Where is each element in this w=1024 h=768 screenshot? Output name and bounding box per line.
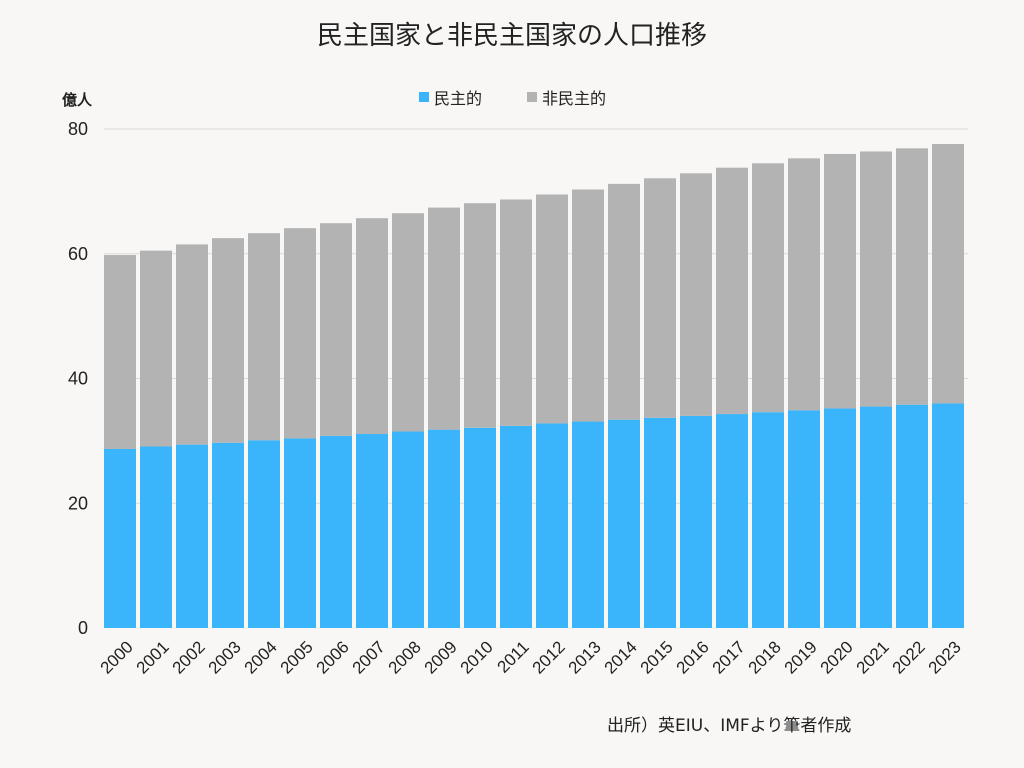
bar-nondemocratic bbox=[860, 151, 892, 407]
x-tick-label: 2012 bbox=[529, 637, 569, 677]
bar-democratic bbox=[392, 431, 424, 628]
bar-democratic bbox=[536, 423, 568, 628]
x-tick-label: 2020 bbox=[817, 637, 857, 677]
bar-nondemocratic bbox=[104, 254, 136, 449]
bar-nondemocratic bbox=[572, 189, 604, 422]
legend-swatch-democratic bbox=[419, 92, 429, 102]
bar-nondemocratic bbox=[500, 199, 532, 426]
x-tick-label: 2005 bbox=[277, 637, 317, 677]
bar-nondemocratic bbox=[788, 158, 820, 411]
y-tick-label: 80 bbox=[68, 119, 88, 139]
x-tick-label: 2008 bbox=[385, 637, 425, 677]
x-tick-label: 2018 bbox=[745, 637, 785, 677]
bar-democratic bbox=[320, 435, 352, 628]
bar-nondemocratic bbox=[608, 183, 640, 420]
x-tick-label: 2014 bbox=[601, 637, 641, 677]
bar-democratic bbox=[464, 427, 496, 628]
x-tick-label: 2022 bbox=[889, 637, 929, 677]
x-tick-label: 2009 bbox=[421, 637, 461, 677]
y-tick-label: 40 bbox=[68, 369, 88, 389]
x-tick-label: 2002 bbox=[169, 637, 209, 677]
bar-nondemocratic bbox=[248, 233, 280, 441]
legend-label-nondemocratic: 非民主的 bbox=[542, 89, 606, 108]
bar-nondemocratic bbox=[392, 213, 424, 432]
bar-nondemocratic bbox=[428, 207, 460, 430]
bar-democratic bbox=[824, 408, 856, 628]
bar-nondemocratic bbox=[140, 250, 172, 447]
bar-democratic bbox=[644, 417, 676, 628]
y-axis-ticks: 0 20 40 60 80 bbox=[68, 119, 88, 638]
bar-nondemocratic bbox=[212, 238, 244, 443]
bar-nondemocratic bbox=[896, 148, 928, 405]
bar-democratic bbox=[248, 440, 280, 628]
legend: 民主的 非民主的 bbox=[419, 89, 606, 108]
chart-title: 民主国家と非民主国家の人口推移 bbox=[317, 21, 707, 51]
bar-democratic bbox=[428, 429, 460, 628]
x-tick-label: 2016 bbox=[673, 637, 713, 677]
bar-democratic bbox=[572, 421, 604, 628]
legend-swatch-nondemocratic bbox=[527, 92, 537, 102]
y-axis-unit-label: 億人 bbox=[62, 91, 93, 109]
x-tick-label: 2017 bbox=[709, 637, 749, 677]
bar-democratic bbox=[896, 404, 928, 628]
bar-nondemocratic bbox=[716, 167, 748, 415]
bar-democratic bbox=[788, 410, 820, 628]
x-tick-label: 2001 bbox=[133, 637, 173, 677]
x-tick-label: 2023 bbox=[925, 637, 965, 677]
bar-democratic bbox=[176, 444, 208, 628]
x-tick-label: 2021 bbox=[853, 637, 893, 677]
bar-democratic bbox=[680, 415, 712, 628]
bar-nondemocratic bbox=[320, 223, 352, 436]
bar-nondemocratic bbox=[680, 173, 712, 416]
bar-democratic bbox=[140, 446, 172, 628]
y-tick-label: 60 bbox=[68, 244, 88, 264]
bar-nondemocratic bbox=[644, 178, 676, 418]
x-tick-label: 2003 bbox=[205, 637, 245, 677]
bar-democratic bbox=[716, 414, 748, 628]
bar-democratic bbox=[860, 406, 892, 628]
bar-nondemocratic bbox=[176, 244, 208, 445]
bar-nondemocratic bbox=[752, 163, 784, 413]
x-tick-label: 2007 bbox=[349, 637, 389, 677]
bar-nondemocratic bbox=[356, 218, 388, 435]
x-tick-label: 2004 bbox=[241, 637, 281, 677]
bar-nondemocratic bbox=[932, 143, 964, 404]
bar-democratic bbox=[284, 438, 316, 628]
y-tick-label: 20 bbox=[68, 493, 88, 513]
x-tick-label: 2006 bbox=[313, 637, 353, 677]
x-tick-label: 2015 bbox=[637, 637, 677, 677]
bar-democratic bbox=[752, 412, 784, 628]
bar-democratic bbox=[104, 448, 136, 628]
bar-democratic bbox=[356, 434, 388, 628]
legend-label-democratic: 民主的 bbox=[434, 89, 482, 108]
bars bbox=[104, 143, 964, 628]
bar-democratic bbox=[500, 425, 532, 628]
bar-nondemocratic bbox=[536, 194, 568, 424]
source-note: 出所）英EIU、IMFより筆者作成 bbox=[607, 716, 851, 736]
bar-nondemocratic bbox=[284, 228, 316, 439]
x-tick-label: 2019 bbox=[781, 637, 821, 677]
bar-nondemocratic bbox=[824, 153, 856, 409]
y-tick-label: 0 bbox=[78, 618, 88, 638]
bar-nondemocratic bbox=[464, 203, 496, 428]
x-tick-label: 2013 bbox=[565, 637, 605, 677]
bar-democratic bbox=[932, 403, 964, 628]
x-tick-label: 2000 bbox=[97, 637, 137, 677]
x-tick-label: 2011 bbox=[494, 637, 533, 676]
bar-democratic bbox=[608, 419, 640, 628]
bar-democratic bbox=[212, 442, 244, 628]
x-tick-label: 2010 bbox=[457, 637, 497, 677]
x-axis-ticks: 2000200120022003200420052006200720082009… bbox=[97, 637, 965, 677]
